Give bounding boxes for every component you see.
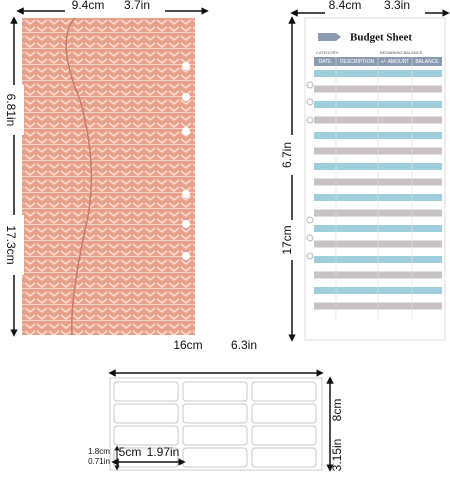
label-cell xyxy=(251,425,317,446)
envelope: 9.4cm 3.7in 6.81in 17.3cm xyxy=(4,0,209,337)
envelope-body xyxy=(22,18,195,335)
label-cell xyxy=(113,381,179,402)
dimension-label: 16cm xyxy=(173,338,202,352)
budget-sheet: Budget Sheet CATEGORY: BEGINNING BALANCE… xyxy=(280,0,450,342)
label-cell xyxy=(251,447,317,468)
dimension-label: 1.8cm xyxy=(88,447,110,456)
dimension-label: 3.15in xyxy=(330,439,344,472)
dimension-label: 6.3in xyxy=(231,338,257,352)
label-cell xyxy=(251,381,317,402)
dimension-label: 17.3cm xyxy=(4,225,18,264)
dimension-label: 6.81in xyxy=(4,94,18,127)
label-cell xyxy=(182,425,248,446)
label-cell xyxy=(113,425,179,446)
field-label: CATEGORY: xyxy=(316,50,339,55)
dimension-label: 6.7in xyxy=(280,142,294,168)
dimension-label: 9.4cm xyxy=(72,0,105,12)
field-label: BEGINNING BALANCE xyxy=(380,50,423,55)
dimension-label: 0.71in xyxy=(88,457,110,466)
labels-sheet: 16cm 6.3in 8cm 3.15in 5cm 1.97in 1.8cm 0… xyxy=(88,338,344,472)
label-cell xyxy=(251,403,317,424)
dimension-label: 8cm xyxy=(330,399,344,422)
column-header: DESCRIPTION xyxy=(340,59,375,65)
label-cell xyxy=(113,403,179,424)
dimension-label: 8.4cm xyxy=(329,0,362,12)
dimension-label: 3.3in xyxy=(384,0,410,12)
label-grid xyxy=(113,381,317,468)
envelope-flap xyxy=(65,17,93,336)
dimension-label: 17cm xyxy=(280,225,294,254)
holes xyxy=(182,62,190,260)
dimension-label: 5cm xyxy=(119,445,142,459)
title-tag xyxy=(318,33,341,41)
sheet-title: Budget Sheet xyxy=(350,32,412,44)
label-cell xyxy=(182,381,248,402)
label-cell xyxy=(182,447,248,468)
dimension-label: 3.7in xyxy=(124,0,150,12)
column-header: +/- AMOUNT xyxy=(381,59,410,65)
column-header: DATE xyxy=(319,59,333,65)
rows xyxy=(314,57,442,320)
column-header: BALANCE xyxy=(415,59,439,65)
holes xyxy=(306,81,314,260)
label-cell xyxy=(182,403,248,424)
dimension-label: 1.97in xyxy=(147,445,180,459)
